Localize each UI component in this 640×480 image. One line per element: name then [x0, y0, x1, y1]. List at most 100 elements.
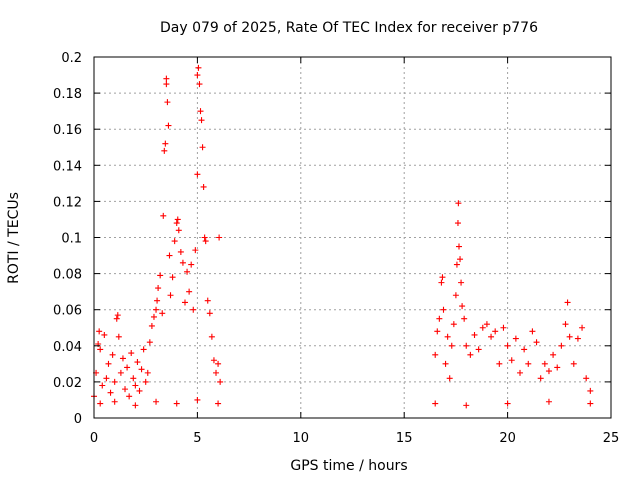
- data-point: [194, 72, 201, 79]
- data-point: [181, 299, 188, 306]
- x-axis: 0 5 10 15 20 25: [90, 57, 619, 446]
- data-point: [117, 369, 124, 376]
- data-point: [144, 369, 151, 376]
- data-point: [448, 342, 455, 349]
- data-point: [192, 247, 199, 254]
- data-point: [438, 279, 445, 286]
- data-point: [562, 321, 569, 328]
- data-point: [537, 375, 544, 382]
- data-point: [436, 315, 443, 322]
- data-point: [111, 378, 118, 385]
- data-point: [500, 324, 507, 331]
- data-point: [432, 400, 439, 407]
- data-point: [525, 360, 532, 367]
- data-point: [132, 402, 139, 409]
- x-tick-label: 10: [293, 431, 310, 446]
- x-tick-label: 25: [603, 431, 620, 446]
- y-tick-label: 0.1: [61, 232, 82, 247]
- data-point: [512, 335, 519, 342]
- data-point: [190, 306, 197, 313]
- data-point: [215, 400, 222, 407]
- data-point: [96, 328, 103, 335]
- data-point: [177, 248, 184, 255]
- y-tick-label: 0: [74, 412, 82, 427]
- data-point: [566, 333, 573, 340]
- data-point: [204, 297, 211, 304]
- data-point: [432, 351, 439, 358]
- data-point: [521, 346, 528, 353]
- data-point: [517, 369, 524, 376]
- plot-frame: [93, 56, 612, 419]
- data-point: [210, 357, 217, 364]
- data-point: [195, 64, 202, 71]
- x-axis-label: GPS time / hours: [290, 458, 407, 474]
- data-point: [164, 99, 171, 106]
- data-point: [504, 342, 511, 349]
- x-tick-label: 20: [499, 431, 516, 446]
- data-point: [533, 339, 540, 346]
- data-point: [216, 234, 223, 241]
- data-point: [103, 375, 110, 382]
- data-point: [111, 398, 118, 405]
- data-point: [194, 396, 201, 403]
- data-point: [479, 324, 486, 331]
- data-point: [541, 360, 548, 367]
- x-tick-label: 0: [90, 431, 98, 446]
- data-point: [97, 346, 104, 353]
- data-point: [492, 328, 499, 335]
- data-point: [453, 261, 460, 268]
- y-axis-label: ROTI / TECUs: [6, 192, 22, 284]
- data-point: [461, 315, 468, 322]
- data-point: [475, 346, 482, 353]
- data-point: [463, 342, 470, 349]
- y-tick-label: 0.14: [53, 159, 82, 174]
- data-point: [587, 400, 594, 407]
- x-tick-label: 15: [396, 431, 413, 446]
- data-point: [483, 321, 490, 328]
- data-point: [558, 342, 565, 349]
- data-point: [160, 212, 167, 219]
- data-point: [159, 310, 166, 317]
- data-point: [508, 357, 515, 364]
- data-point: [456, 243, 463, 250]
- data-point: [132, 382, 139, 389]
- data-point: [128, 350, 135, 357]
- data-point: [146, 339, 153, 346]
- data-point: [488, 333, 495, 340]
- data-point: [587, 387, 594, 394]
- data-point: [199, 144, 206, 151]
- data-point: [173, 220, 180, 227]
- data-point: [439, 274, 446, 281]
- data-point: [529, 328, 536, 335]
- data-point: [457, 256, 464, 263]
- data-point: [105, 360, 112, 367]
- data-point: [208, 333, 215, 340]
- data-point: [184, 268, 191, 275]
- data-point: [213, 369, 220, 376]
- data-point: [463, 402, 470, 409]
- data-point: [554, 364, 561, 371]
- data-point: [215, 360, 222, 367]
- y-tick-label: 0.06: [53, 304, 82, 319]
- y-tick-label: 0.12: [53, 195, 82, 210]
- data-point: [217, 378, 224, 385]
- data-point: [140, 346, 147, 353]
- data-point: [200, 183, 207, 190]
- data-point: [166, 252, 173, 259]
- x-tick-label: 5: [193, 431, 201, 446]
- data-point: [194, 171, 201, 178]
- data-point: [440, 306, 447, 313]
- data-point: [175, 227, 182, 234]
- data-point: [545, 398, 552, 405]
- data-point: [126, 393, 133, 400]
- data-point: [138, 366, 145, 373]
- data-point: [134, 359, 141, 366]
- data-point: [162, 140, 169, 147]
- data-point: [446, 375, 453, 382]
- data-point: [454, 220, 461, 227]
- y-tick-label: 0.18: [53, 87, 82, 102]
- data-point: [122, 386, 129, 393]
- data-point: [150, 313, 157, 320]
- data-point: [201, 234, 208, 241]
